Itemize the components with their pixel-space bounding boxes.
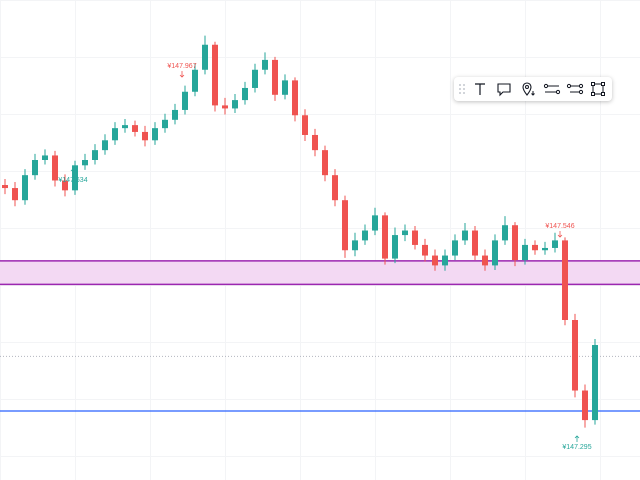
candle-body	[412, 230, 418, 245]
candle-body	[552, 240, 558, 248]
candle-body	[502, 225, 508, 241]
candle-body	[182, 91, 188, 110]
zone	[0, 260, 640, 285]
price-annotation: ¥147.634	[58, 177, 87, 184]
candle-body	[492, 240, 498, 266]
candle-body	[372, 215, 378, 231]
candle-body	[2, 185, 8, 189]
candle-body	[362, 230, 368, 241]
candle-body	[532, 244, 538, 251]
candle-body	[482, 255, 488, 266]
candle-body	[572, 320, 578, 391]
candle-body	[42, 155, 48, 160]
price-annotation: ¥147.546	[545, 223, 574, 230]
candle-body	[312, 134, 318, 151]
candle-body	[342, 200, 348, 251]
candle-body	[332, 175, 338, 201]
candle-body	[472, 230, 478, 256]
candle-body	[102, 140, 108, 151]
candle-body	[152, 128, 158, 141]
candle-body	[272, 59, 278, 95]
candle-body	[442, 255, 448, 266]
price-annotation: ¥147.295	[562, 444, 591, 451]
candle-body	[232, 100, 238, 109]
candle-body	[262, 59, 268, 70]
comment-tool[interactable]	[496, 81, 512, 97]
candle-body	[132, 125, 138, 132]
annotation-arrow	[179, 71, 185, 78]
candle-body	[212, 44, 218, 106]
candle-body	[582, 390, 588, 421]
price-annotation: ¥147.967	[167, 63, 196, 70]
candle-body	[402, 230, 408, 236]
candle-body	[542, 247, 548, 251]
candle-body	[392, 235, 398, 259]
annotation-arrow	[574, 435, 580, 442]
line-tool[interactable]	[543, 81, 561, 97]
candle-body	[172, 109, 178, 120]
candle-body	[322, 150, 328, 176]
candle-body	[522, 244, 528, 261]
range-tool[interactable]	[566, 81, 584, 97]
candle-body	[562, 240, 568, 320]
candle-body	[122, 125, 128, 129]
candle-body	[192, 69, 198, 92]
annotation-arrow	[70, 168, 76, 175]
drawing-toolbar	[454, 77, 612, 101]
candle-body	[12, 188, 18, 201]
candle-body	[432, 255, 438, 266]
pin-tool[interactable]	[520, 81, 536, 97]
candle-body	[22, 175, 28, 201]
candle-body	[462, 230, 468, 241]
candle-body	[302, 115, 308, 135]
annotation-arrow	[557, 231, 563, 238]
candle-body	[242, 87, 248, 101]
candle-body	[592, 345, 598, 421]
candle-body	[452, 240, 458, 256]
candle-body	[512, 225, 518, 261]
candle-body	[112, 128, 118, 141]
candle-body	[222, 105, 228, 109]
candle-body	[422, 244, 428, 256]
text-tool[interactable]	[472, 81, 488, 97]
candle-body	[162, 119, 168, 129]
drag-handle[interactable]	[458, 81, 466, 97]
rectangle-tool[interactable]	[590, 81, 606, 97]
candle-body	[142, 131, 148, 141]
candle-body	[82, 160, 88, 166]
candle-body	[282, 80, 288, 95]
candle-body	[72, 165, 78, 191]
candle-body	[92, 150, 98, 160]
candle-body	[52, 155, 58, 181]
candle-body	[292, 80, 298, 116]
candle-body	[62, 180, 68, 191]
candle-body	[382, 215, 388, 259]
candle-body	[252, 69, 258, 88]
candle-body	[202, 44, 208, 70]
candle-body	[32, 160, 38, 176]
candle-body	[352, 240, 358, 251]
